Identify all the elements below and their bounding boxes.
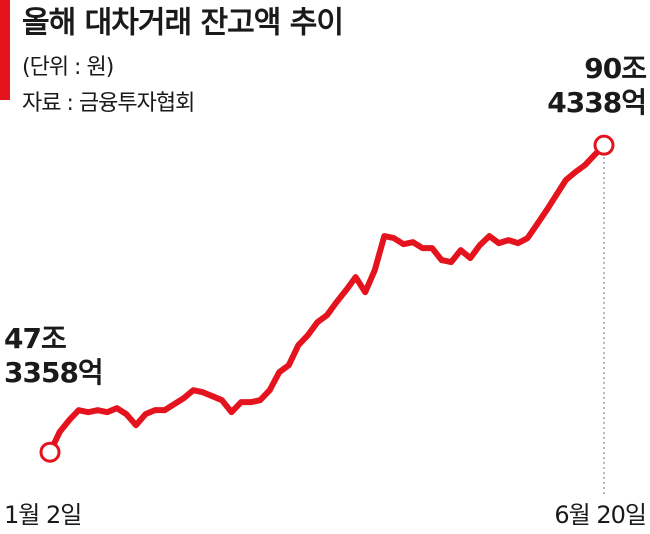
header-accent (0, 0, 10, 100)
data-line (47, 143, 607, 454)
chart-title: 올해 대차거래 잔고액 추이 (22, 6, 343, 41)
value-annotation: 4338억 (547, 86, 646, 119)
value-annotation: 47조 (4, 322, 66, 355)
x-tick-label: 6월 20일 (554, 501, 646, 529)
source: 자료 : 금융투자협회 (22, 91, 194, 116)
x-tick-label: 1월 2일 (4, 501, 81, 529)
value-annotation: 3358억 (4, 356, 103, 389)
unit-label: (단위 : 원) (22, 55, 113, 80)
end-marker (39, 441, 61, 463)
value-annotation: 90조 (584, 52, 646, 85)
end-marker (593, 134, 615, 156)
